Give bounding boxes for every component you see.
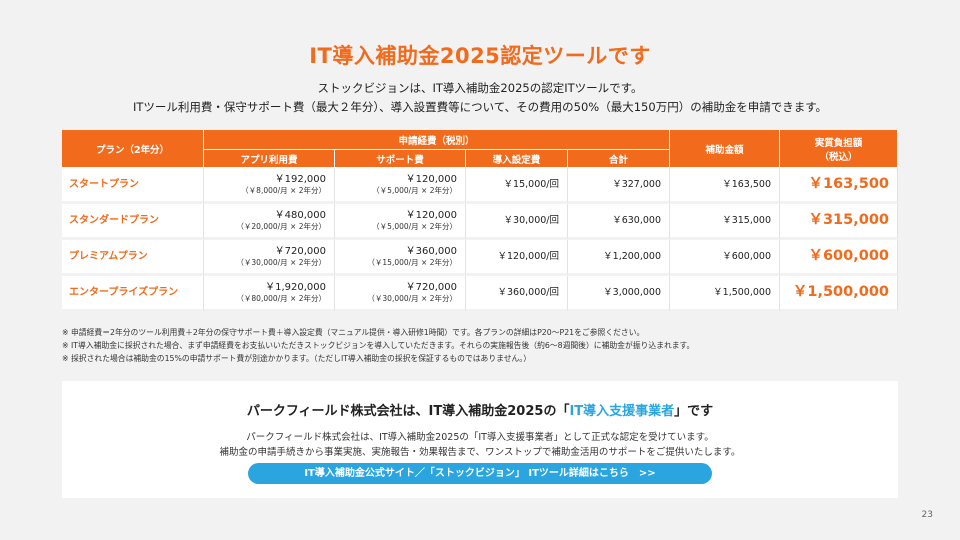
- subsidy: ￥600,000: [670, 240, 781, 276]
- app-fee-cell: ￥720,000 （￥30,000/月 × 2年分）: [204, 240, 335, 276]
- app-fee: ￥192,000: [274, 174, 326, 185]
- table-row: スタンダードプラン ￥480,000 （￥20,000/月 × 2年分） ￥120…: [62, 204, 899, 240]
- header-plan: プラン（2年分）: [62, 130, 204, 168]
- app-fee: ￥1,920,000: [265, 282, 326, 293]
- support-fee-cell: ￥360,000 （￥15,000/月 × 2年分）: [335, 240, 466, 276]
- support-fee-detail: （￥15,000/月 × 2年分）: [367, 258, 457, 267]
- plan-name: エンタープライズプラン: [62, 276, 204, 312]
- plan-name: スタンダードプラン: [62, 204, 204, 240]
- header-burden-label: 実質負担額: [814, 137, 863, 149]
- support-fee: ￥360,000: [405, 246, 457, 257]
- footnote: ※ IT導入補助金に採択された場合、まず申請経費をお支払いいただきストックビジョ…: [62, 341, 695, 350]
- support-fee: ￥720,000: [405, 282, 457, 293]
- support-fee-detail: （￥5,000/月 × 2年分）: [372, 222, 457, 231]
- setup-fee: ￥360,000/回: [466, 276, 568, 312]
- partner-box: パークフィールド株式会社は、IT導入補助金2025の「IT導入支援事業者」です …: [62, 381, 898, 498]
- app-fee-detail: （￥30,000/月 × 2年分）: [236, 258, 326, 267]
- total: ￥1,200,000: [568, 240, 671, 276]
- header-subsidy: 補助金額: [670, 130, 781, 168]
- page-number: 23: [921, 510, 933, 520]
- header-burden: 実質負担額 （税込）: [780, 130, 899, 168]
- partner-title-highlight: IT導入支援事業者: [569, 404, 675, 419]
- support-fee-detail: （￥30,000/月 × 2年分）: [367, 294, 457, 303]
- header-burden-tax: （税込）: [819, 151, 858, 163]
- subsidy: ￥1,500,000: [670, 276, 781, 312]
- header-app-fee: アプリ利用費: [204, 150, 335, 168]
- subsidy: ￥163,500: [670, 168, 781, 204]
- support-fee-detail: （￥5,000/月 × 2年分）: [372, 186, 457, 195]
- setup-fee: ￥15,000/回: [466, 168, 568, 204]
- support-fee-cell: ￥720,000 （￥30,000/月 × 2年分）: [335, 276, 466, 312]
- plan-name: プレミアムプラン: [62, 240, 204, 276]
- table-row: スタートプラン ￥192,000 （￥8,000/月 × 2年分） ￥120,00…: [62, 168, 899, 204]
- app-fee-cell: ￥480,000 （￥20,000/月 × 2年分）: [204, 204, 335, 240]
- footnote: ※ 採択された場合は補助金の15%の申請サポート費が別途かかります。（ただしIT…: [62, 354, 532, 363]
- table-row: エンタープライズプラン ￥1,920,000 （￥80,000/月 × 2年分） …: [62, 276, 899, 312]
- page-title: IT導入補助金2025認定ツールです: [309, 44, 651, 68]
- app-fee-cell: ￥192,000 （￥8,000/月 × 2年分）: [204, 168, 335, 204]
- header-application-cost: 申請経費（税別）: [204, 130, 671, 150]
- support-fee: ￥120,000: [405, 174, 457, 185]
- burden: ￥315,000: [780, 204, 899, 240]
- subsidy: ￥315,000: [670, 204, 781, 240]
- burden: ￥1,500,000: [780, 276, 899, 312]
- app-fee: ￥720,000: [274, 246, 326, 257]
- plan-name: スタートプラン: [62, 168, 204, 204]
- subtitle-line-2: ITツール利用費・保守サポート費（最大２年分）、導入設置費等について、その費用の…: [132, 100, 828, 114]
- app-fee-detail: （￥80,000/月 × 2年分）: [236, 294, 326, 303]
- app-fee-cell: ￥1,920,000 （￥80,000/月 × 2年分）: [204, 276, 335, 312]
- partner-text-line-1: パークフィールド株式会社は、IT導入補助金2025の「IT導入支援事業者」として…: [246, 432, 714, 443]
- pricing-table: プラン（2年分） 申請経費（税別） 補助金額 実質負担額 （税込） アプリ利用費…: [62, 130, 899, 312]
- burden: ￥600,000: [780, 240, 899, 276]
- partner-text-line-2: 補助金の申請手続きから事業実施、実施報告・効果報告まで、ワンストップで補助金活用…: [219, 447, 741, 458]
- header-setup-fee: 導入設定費: [466, 150, 568, 168]
- table-row: プレミアムプラン ￥720,000 （￥30,000/月 × 2年分） ￥360,…: [62, 240, 899, 276]
- setup-fee: ￥30,000/回: [466, 204, 568, 240]
- support-fee-cell: ￥120,000 （￥5,000/月 × 2年分）: [335, 168, 466, 204]
- partner-title-suffix: 」です: [674, 404, 714, 419]
- total: ￥327,000: [568, 168, 671, 204]
- total: ￥630,000: [568, 204, 671, 240]
- app-fee-detail: （￥8,000/月 × 2年分）: [241, 186, 326, 195]
- header-total: 合計: [568, 150, 671, 168]
- subtitle-line-1: ストックビジョンは、IT導入補助金2025の認定ITツールです。: [317, 81, 643, 95]
- support-fee: ￥120,000: [405, 210, 457, 221]
- footnotes: ※ 申請経費＝2年分のツール利用費＋2年分の保守サポート費＋導入設定費（マニュア…: [62, 326, 902, 365]
- partner-title: パークフィールド株式会社は、IT導入補助金2025の「IT導入支援事業者」です: [62, 400, 898, 419]
- app-fee-detail: （￥20,000/月 × 2年分）: [236, 222, 326, 231]
- support-fee-cell: ￥120,000 （￥5,000/月 × 2年分）: [335, 204, 466, 240]
- footnote: ※ 申請経費＝2年分のツール利用費＋2年分の保守サポート費＋導入設定費（マニュア…: [62, 328, 645, 337]
- official-site-link-button[interactable]: IT導入補助金公式サイト／「ストックビジョン」 ITツール詳細はこちら >>: [248, 463, 712, 484]
- app-fee: ￥480,000: [274, 210, 326, 221]
- partner-title-prefix: パークフィールド株式会社は、IT導入補助金2025の「: [246, 404, 570, 419]
- header-support-fee: サポート費: [335, 150, 466, 168]
- burden: ￥163,500: [780, 168, 899, 204]
- total: ￥3,000,000: [568, 276, 671, 312]
- setup-fee: ￥120,000/回: [466, 240, 568, 276]
